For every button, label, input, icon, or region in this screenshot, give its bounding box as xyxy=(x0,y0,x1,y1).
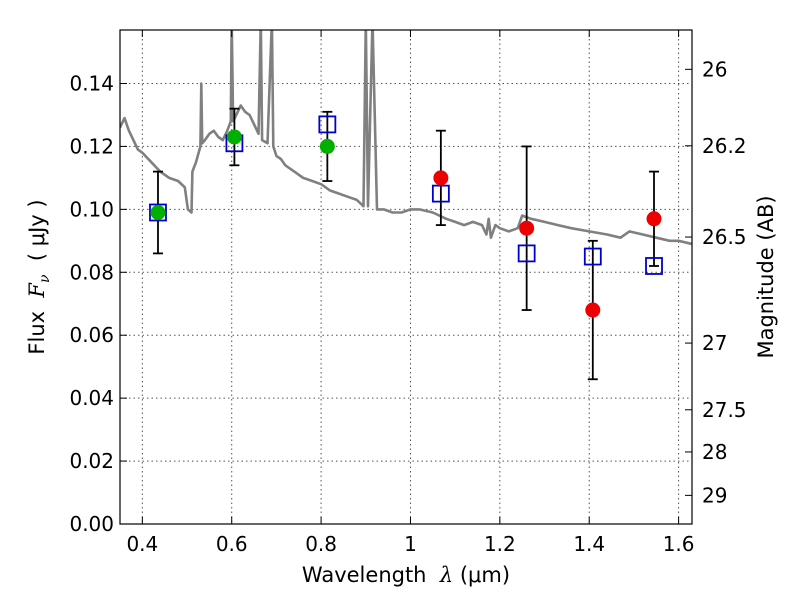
magnitude-tick-label-0: 26 xyxy=(702,57,727,81)
nir-detection-point-0 xyxy=(433,170,449,186)
x-tick-label-0: 0.4 xyxy=(126,532,158,556)
y-tick-label-3: 0.06 xyxy=(69,323,114,347)
nir-detection-point-1 xyxy=(519,220,535,236)
optical-detection-point-0 xyxy=(150,204,166,220)
plot-frame xyxy=(119,29,693,525)
model-photometry-square-4 xyxy=(517,244,536,263)
magnitude-tick-label-3: 27 xyxy=(702,331,727,355)
model-photometry-square-6 xyxy=(645,257,663,275)
y-tick-label-1: 0.02 xyxy=(69,449,114,473)
y-tick-label-2: 0.04 xyxy=(69,386,114,410)
magnitude-ticks: 26 26.2 26.5 27 27.5 28 29 xyxy=(685,57,747,507)
nir-detection-point-2 xyxy=(585,302,601,318)
x-axis-label: Wavelength λ (μm) xyxy=(302,563,510,587)
model-photometry-square-2 xyxy=(318,115,337,134)
x-tick-label-4: 1.2 xyxy=(484,532,516,556)
nir-detection-layer xyxy=(433,170,662,318)
x-ticks: 0.4 0.6 0.8 1 1.2 1.4 1.6 xyxy=(126,30,695,556)
y-axis-label: Flux Fν ( μJy ) xyxy=(25,199,53,354)
x-tick-label-3: 1 xyxy=(404,532,417,556)
x-tick-label-6: 1.6 xyxy=(663,532,695,556)
magnitude-tick-label-4: 27.5 xyxy=(702,398,747,422)
magnitude-tick-label-6: 29 xyxy=(702,483,727,507)
x-tick-label-1: 0.6 xyxy=(216,532,248,556)
plot-background xyxy=(120,30,692,524)
optical-detection-point-1 xyxy=(226,129,242,145)
magnitude-tick-label-2: 26.5 xyxy=(702,225,747,249)
y-tick-label-7: 0.14 xyxy=(69,71,114,95)
x-tick-label-2: 0.8 xyxy=(305,532,337,556)
model-photometry-square-3 xyxy=(431,184,450,203)
magnitude-tick-label-1: 26.2 xyxy=(702,134,747,158)
model-spectrum-line xyxy=(120,30,692,246)
model-photometry-square-5 xyxy=(583,247,602,266)
x-tick-label-5: 1.4 xyxy=(573,532,605,556)
y-tick-label-6: 0.12 xyxy=(69,134,114,158)
magnitude-tick-label-5: 28 xyxy=(702,440,727,464)
model-spectrum-layer xyxy=(120,30,692,246)
model-photometry-square-0 xyxy=(149,203,167,222)
nir-detection-point-3 xyxy=(646,211,662,227)
y-ticks: 0.00 0.02 0.04 0.06 0.08 0.10 0.12 0.14 xyxy=(69,71,127,536)
optical-detection-point-2 xyxy=(319,138,335,154)
y-tick-label-5: 0.10 xyxy=(69,197,114,221)
y-tick-label-4: 0.08 xyxy=(69,260,114,284)
y2-axis-label: Magnitude (AB) xyxy=(754,195,778,358)
grid xyxy=(120,30,692,524)
optical-detection-layer xyxy=(150,129,335,220)
y-tick-label-0: 0.00 xyxy=(69,512,114,536)
